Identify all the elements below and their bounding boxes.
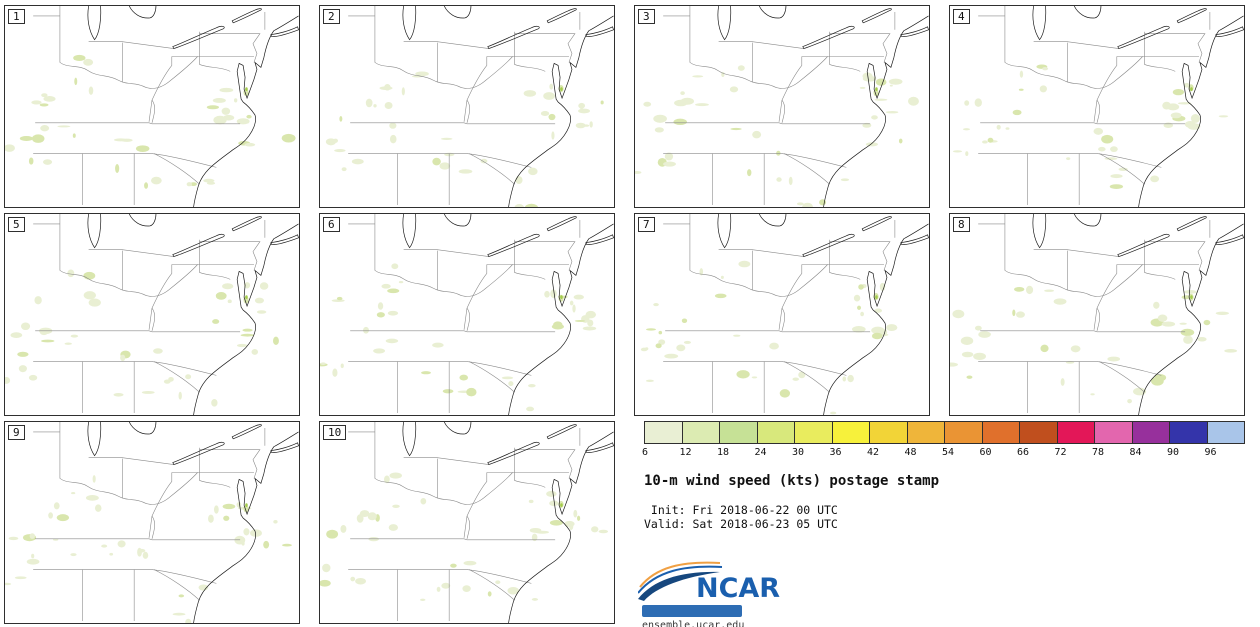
basemap [662,6,929,207]
ensemble-panel-7: 7 [634,213,930,416]
colorbar-cell [757,422,795,443]
colorbar-tick-label: 90 [1167,447,1180,458]
ensemble-panel-1: 1 [4,5,300,208]
ensemble-panel-2: 2 [319,5,615,208]
panel-number: 7 [638,217,655,232]
colorbar-cell [1095,422,1133,443]
map-member-1 [5,6,299,207]
basemap [662,214,929,415]
wind-speed-shading [5,475,293,623]
panel-number: 2 [323,9,340,24]
map-member-9 [5,422,299,623]
logo-bar [642,605,742,617]
wind-speed-shading [635,65,919,207]
logo-arc-orange [639,561,721,588]
wind-speed-shading [952,64,1229,189]
basemap [32,6,299,207]
colorbar-cell [870,422,908,443]
colorbar-tick-label: 36 [829,447,842,458]
map-member-3 [635,6,929,207]
basemap [32,214,299,415]
panel-number: 9 [8,425,25,440]
logo-url: ensemble.ucar.edu [642,620,745,627]
colorbar-cell [795,422,833,443]
panel-number: 8 [953,217,970,232]
colorbar-tick-label: 72 [1054,447,1067,458]
logo-arc-blue [638,565,723,594]
colorbar-cell [1020,422,1058,443]
colorbar-cell [1057,422,1095,443]
logo-text: NCAR [696,573,780,604]
panel-number: 1 [8,9,25,24]
wind-speed-shading [325,71,604,207]
ensemble-panel-10: 10 [319,421,615,624]
map-member-7 [640,214,929,415]
wind-speed-shading [640,260,898,415]
logo-swoosh [638,571,720,601]
colorbar [644,421,1245,444]
ensemble-panel-6: 6 [319,213,615,416]
colorbar-cell [720,422,758,443]
colorbar-cell [682,422,720,443]
colorbar-cell [907,422,945,443]
map-member-2 [325,6,614,207]
colorbar-tick-label: 48 [904,447,917,458]
colorbar-cell [645,422,683,443]
basemap [32,422,299,623]
colorbar-cell [1170,422,1208,443]
map-member-8 [950,214,1244,415]
ensemble-panel-3: 3 [634,5,930,208]
colorbar-tick-label: 66 [1017,447,1030,458]
panel-number: 3 [638,9,655,24]
wind-speed-shading [320,472,609,602]
panel-number: 10 [323,425,347,440]
colorbar-tick-label: 18 [717,447,730,458]
colorbar-tick-label: 84 [1129,447,1142,458]
colorbar-tick-label: 78 [1092,447,1105,458]
colorbar-tick-label: 12 [679,447,692,458]
legend-area: 6 12 18 24 30 36 42 48 54 60 66 72 78 84 90 96 10-m win… [634,421,1254,627]
init-time: Init: Fri 2018-06-22 00 UTC [644,503,838,517]
panel-number: 4 [953,9,970,24]
ensemble-panel-4: 4 [949,5,1245,208]
map-member-4 [952,6,1244,207]
colorbar-tick-label: 24 [754,447,767,458]
colorbar-tick-label: 30 [792,447,805,458]
ensemble-panel-9: 9 [4,421,300,624]
basemap [347,214,614,415]
colorbar-cell [1132,422,1170,443]
map-member-10 [320,422,614,623]
colorbar-tick-label: 42 [867,447,880,458]
colorbar-tick-label: 54 [942,447,955,458]
ensemble-panel-5: 5 [4,213,300,416]
panel-number: 5 [8,217,25,232]
wind-speed-shading [5,269,279,407]
colorbar-tick-label: 60 [979,447,992,458]
colorbar-cell [1207,422,1244,443]
colorbar-cell [832,422,870,443]
colorbar-ticks: 6 12 18 24 30 36 42 48 54 60 66 72 78 84 90 96 [642,447,1260,458]
colorbar-cell [945,422,983,443]
panel-number: 6 [323,217,340,232]
wind-speed-shading [5,54,296,189]
colorbar-tick-label: 96 [1204,447,1217,458]
figure-title: 10-m wind speed (kts) postage stamp [644,473,940,489]
valid-time: Valid: Sat 2018-06-23 05 UTC [644,517,838,531]
wind-speed-shading [950,285,1238,404]
colorbar-tick-label: 6 [642,447,649,458]
map-member-6 [320,214,614,415]
ncar-logo: NCAR [638,561,780,604]
map-member-5 [5,214,299,415]
wind-speed-shading [320,263,597,412]
ensemble-panel-8: 8 [949,213,1245,416]
colorbar-cell [982,422,1020,443]
